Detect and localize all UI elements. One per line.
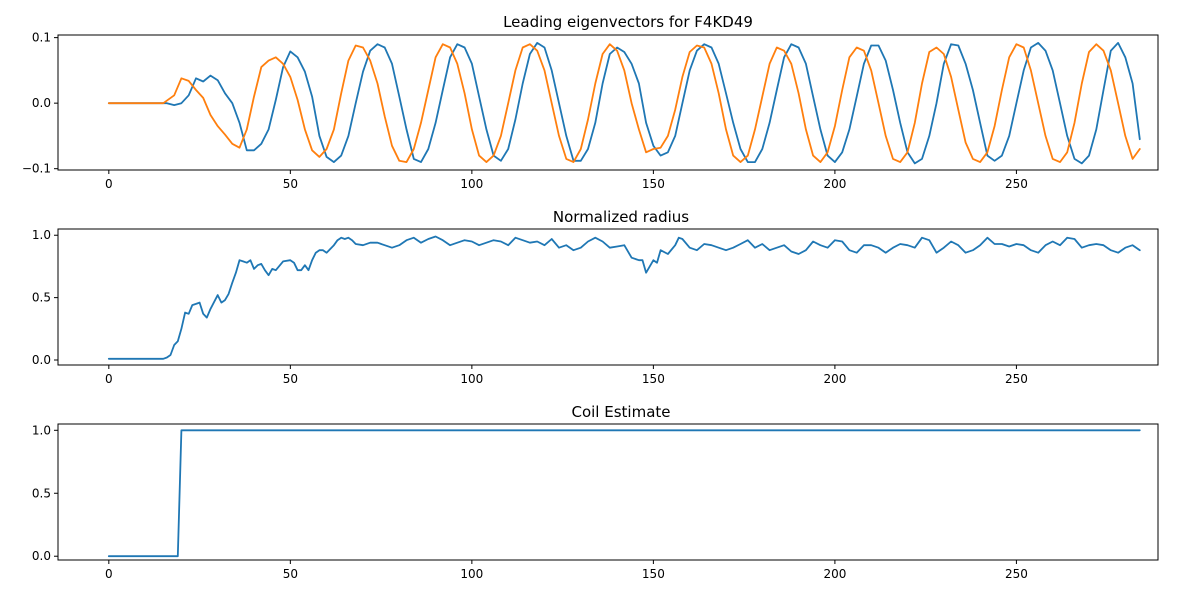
normalized-radius-x-tick-label: 150 bbox=[642, 372, 665, 386]
normalized-radius-y-tick-label: 0.5 bbox=[32, 291, 51, 305]
coil-estimate-x-tick-label: 150 bbox=[642, 567, 665, 581]
eigenvectors-x-tick-label: 0 bbox=[105, 177, 113, 191]
normalized-radius-y-tick-label: 0.0 bbox=[32, 353, 51, 367]
coil-estimate-x-tick-label: 0 bbox=[105, 567, 113, 581]
normalized-radius-x-tick-label: 250 bbox=[1005, 372, 1028, 386]
normalized-radius-y-tick-label: 1.0 bbox=[32, 228, 51, 242]
coil-estimate-x-tick-label: 200 bbox=[823, 567, 846, 581]
normalized-radius-x-tick-label: 0 bbox=[105, 372, 113, 386]
eigenvectors-x-tick-label: 150 bbox=[642, 177, 665, 191]
normalized-radius-x-tick-label: 200 bbox=[823, 372, 846, 386]
normalized-radius-title: Normalized radius bbox=[553, 208, 689, 226]
coil-estimate-x-tick-label: 50 bbox=[283, 567, 298, 581]
coil-estimate-y-tick-label: 1.0 bbox=[32, 423, 51, 437]
coil-estimate-series-line-0 bbox=[107, 429, 1141, 558]
eigenvectors-x-tick-label: 250 bbox=[1005, 177, 1028, 191]
eigenvectors-y-tick-label: 0.1 bbox=[32, 31, 51, 45]
coil-estimate-panel: Coil Estimate 0 50 100 150 200 250 0.0 0.5 1.0 bbox=[32, 403, 1159, 581]
normalized-radius-x-tick-label: 100 bbox=[460, 372, 483, 386]
eigenvectors-x-tick-label: 200 bbox=[823, 177, 846, 191]
normalized-radius-axes-frame bbox=[57, 228, 1159, 366]
normalized-radius-series-line-0 bbox=[107, 235, 1141, 360]
coil-estimate-title: Coil Estimate bbox=[571, 403, 670, 421]
normalized-radius-panel: Normalized radius 0 50 100 150 200 250 0.0 0.5 1… bbox=[32, 208, 1159, 386]
eigenvectors-series-line-0 bbox=[107, 42, 1141, 165]
coil-estimate-y-tick-label: 0.5 bbox=[32, 486, 51, 500]
normalized-radius-x-tick-label: 50 bbox=[283, 372, 298, 386]
coil-estimate-axes-frame bbox=[57, 423, 1159, 561]
eigenvectors-y-tick-label: 0.0 bbox=[32, 96, 51, 110]
coil-estimate-x-tick-label: 250 bbox=[1005, 567, 1028, 581]
eigenvectors-x-tick-label: 100 bbox=[460, 177, 483, 191]
coil-estimate-x-tick-label: 100 bbox=[460, 567, 483, 581]
eigenvectors-series-line-1 bbox=[107, 43, 1141, 163]
eigenvectors-title: Leading eigenvectors for F4KD49 bbox=[503, 13, 753, 31]
eigenvectors-y-tick-label: −0.1 bbox=[22, 162, 51, 176]
eigenvectors-axes-frame bbox=[57, 34, 1159, 171]
eigenvectors-x-tick-label: 50 bbox=[283, 177, 298, 191]
eigenvectors-panel: Leading eigenvectors for F4KD49 0 50 100 15… bbox=[22, 13, 1159, 191]
coil-estimate-y-tick-label: 0.0 bbox=[32, 549, 51, 563]
